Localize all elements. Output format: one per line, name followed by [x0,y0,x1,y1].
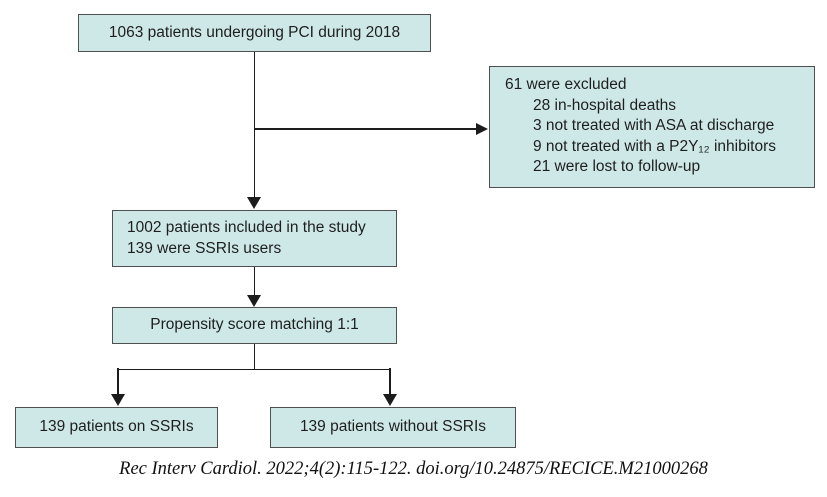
propensity-label: Propensity score matching 1:1 [150,316,359,334]
arrowhead-down-no-ssri-icon [383,394,397,406]
excluded-item-p2y12: 9 not treated with a P2Y₁₂ inhibitors [533,137,777,155]
connector-to-excluded [254,128,477,130]
connector-to-ssri-group [117,368,119,395]
ssri-group-label: 139 patients on SSRIs [39,418,194,436]
flow-box-included: 1002 patients included in the study 139 … [112,210,397,267]
connector-included-to-propensity [253,267,256,297]
included-line-patients: 1002 patients included in the study [127,219,366,236]
journal-citation: Rec Interv Cardiol. 2022;4(2):115-122. d… [119,459,708,479]
connector-to-no-ssri-group [389,368,391,395]
connector-propensity-stem [253,344,256,370]
arrowhead-down-ssri-icon [111,394,125,406]
flow-box-no-ssri-group: 139 patients without SSRIs [270,407,516,448]
excluded-item-asa: 3 not treated with ASA at discharge [533,117,775,134]
excluded-title: 61 were excluded [505,76,627,93]
flow-box-propensity-matching: Propensity score matching 1:1 [112,307,397,344]
flow-box-ssri-group: 139 patients on SSRIs [15,407,218,448]
included-line-ssri-users: 139 were SSRIs users [127,239,282,257]
arrowhead-right-excluded-icon [476,123,488,135]
flow-box-pci-patients: 1063 patients undergoing PCI during 2018 [78,14,431,52]
connector-split-horizontal [117,368,391,371]
no-ssri-group-label: 139 patients without SSRIs [299,418,487,436]
connector-pci-to-included [253,52,256,198]
excluded-item-deaths: 28 in-hospital deaths [533,96,677,114]
flow-box-excluded: 61 were excluded 28 in-hospital deaths 3… [489,66,815,188]
excluded-item-followup: 21 were lost to follow-up [533,158,701,175]
flow-box-pci-patients-label: 1063 patients undergoing PCI during 2018 [108,23,401,41]
arrowhead-down-included-icon [247,197,261,209]
arrowhead-down-propensity-icon [247,295,261,307]
